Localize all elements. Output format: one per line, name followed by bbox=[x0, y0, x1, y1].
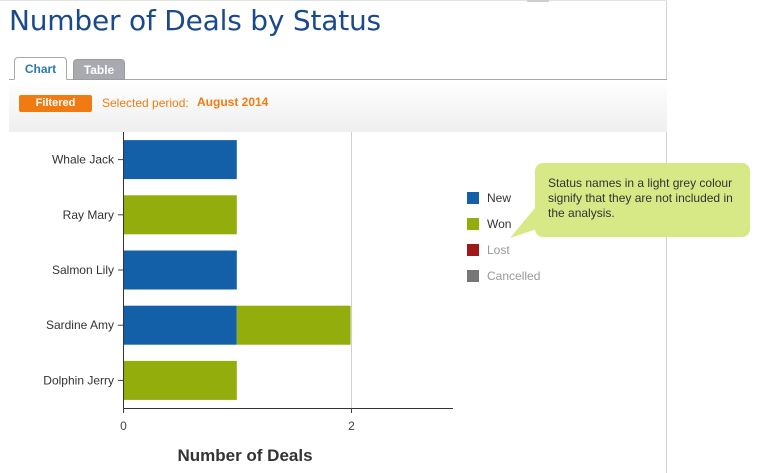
x-axis-title: Number of Deals bbox=[177, 446, 312, 465]
selected-period-label: Selected period: bbox=[102, 96, 189, 110]
legend-label: Won bbox=[487, 217, 512, 231]
tabs-divider bbox=[9, 79, 667, 80]
legend-swatch bbox=[467, 244, 479, 256]
callout-text: Status names in a light grey colour sign… bbox=[548, 176, 733, 220]
legend-item-won[interactable]: Won bbox=[467, 217, 511, 231]
category-label: Sardine Amy bbox=[46, 318, 114, 332]
bar-new bbox=[123, 250, 237, 290]
filter-bar bbox=[9, 80, 667, 132]
legend-label: New bbox=[487, 191, 512, 205]
page-title: Number of Deals by Status bbox=[9, 4, 381, 37]
bar-won bbox=[123, 360, 237, 400]
category-label: Salmon Lily bbox=[52, 263, 114, 277]
selected-period-value: August 2014 bbox=[197, 95, 269, 109]
category-label: Dolphin Jerry bbox=[43, 373, 114, 387]
x-tick-label: 0 bbox=[120, 419, 127, 433]
legend-swatch bbox=[467, 218, 479, 230]
tab-chart[interactable]: Chart bbox=[14, 57, 67, 80]
legend-item-lost[interactable]: Lost bbox=[467, 243, 510, 257]
bar-won bbox=[236, 305, 351, 345]
bar-new bbox=[123, 305, 237, 345]
legend-swatch bbox=[467, 270, 479, 282]
callout-tail bbox=[510, 202, 540, 238]
legend-label: Lost bbox=[487, 243, 510, 257]
legend-item-cancelled[interactable]: Cancelled bbox=[467, 269, 540, 283]
tab-table[interactable]: Table bbox=[73, 59, 125, 80]
bar-won bbox=[123, 195, 237, 235]
panel-top-notch bbox=[527, 0, 549, 2]
category-label: Ray Mary bbox=[63, 208, 114, 222]
bar-new bbox=[123, 140, 237, 180]
info-callout bbox=[535, 163, 750, 237]
legend-swatch bbox=[467, 192, 479, 204]
x-tick-label: 2 bbox=[348, 419, 355, 433]
category-label: Whale Jack bbox=[52, 153, 115, 167]
legend-label: Cancelled bbox=[487, 269, 541, 283]
legend-item-new[interactable]: New bbox=[467, 191, 511, 205]
panel-top-border bbox=[0, 0, 667, 1]
filtered-badge[interactable]: Filtered bbox=[19, 95, 92, 112]
